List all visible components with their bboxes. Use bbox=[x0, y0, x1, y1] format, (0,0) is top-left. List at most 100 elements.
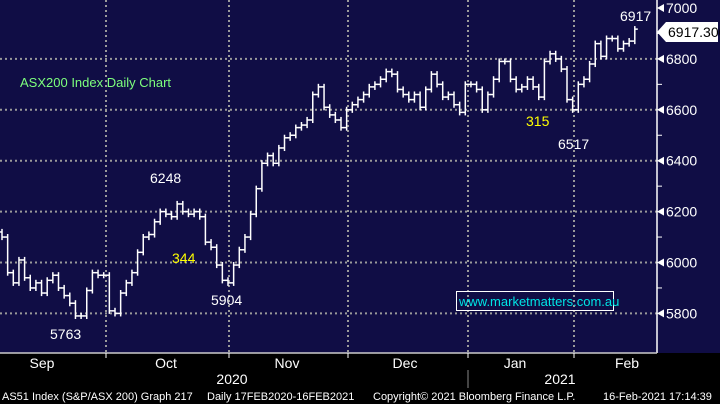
last-price-label: 6917.300 bbox=[668, 24, 720, 40]
y-tick-label: 6000 bbox=[666, 255, 697, 271]
price-bar bbox=[264, 152, 271, 167]
price-bar bbox=[479, 86, 486, 113]
price-bar bbox=[117, 289, 124, 317]
y-tick bbox=[657, 4, 664, 12]
price-bar bbox=[354, 96, 361, 108]
y-tick-label: 6200 bbox=[666, 204, 697, 220]
chart-title: ASX200 Index Daily Chart bbox=[20, 75, 171, 90]
price-bar bbox=[417, 91, 424, 111]
watermark-text: www.marketmatters.com.au bbox=[458, 294, 619, 309]
price-bar bbox=[44, 277, 51, 297]
price-bar bbox=[55, 272, 62, 292]
price-bar bbox=[134, 249, 141, 276]
price-bar bbox=[434, 71, 441, 88]
y-tick bbox=[657, 207, 664, 216]
price-bar bbox=[10, 269, 17, 286]
price-bar bbox=[371, 81, 378, 90]
price-bar bbox=[400, 86, 407, 98]
year-label-2020: 2020 bbox=[216, 371, 247, 387]
price-bar bbox=[428, 71, 435, 93]
price-bar bbox=[535, 83, 542, 101]
price-bar bbox=[462, 81, 469, 116]
grid bbox=[0, 0, 657, 353]
price-bar bbox=[326, 104, 333, 118]
price-bar bbox=[202, 213, 209, 246]
price-bar bbox=[467, 81, 474, 88]
price-bar bbox=[253, 185, 260, 218]
price-bar bbox=[564, 66, 570, 103]
price-bar bbox=[72, 300, 79, 319]
footer-timestamp: 16-Feb-2021 17:14:39 bbox=[603, 391, 712, 403]
x-month-label-nov: Nov bbox=[275, 355, 300, 371]
x-month-label-dec: Dec bbox=[393, 355, 418, 371]
price-bar bbox=[236, 246, 243, 269]
price-bar bbox=[343, 106, 350, 131]
price-bar bbox=[592, 40, 599, 68]
y-axis: 5800 6000 6200 6400 6600 6800 7000 bbox=[657, 0, 697, 321]
price-bar bbox=[27, 274, 34, 292]
price-bar bbox=[332, 111, 339, 124]
price-bar bbox=[552, 50, 559, 62]
price-bar bbox=[168, 211, 175, 220]
price-bar bbox=[445, 91, 452, 101]
price-bar bbox=[304, 116, 311, 129]
price-bar bbox=[530, 76, 537, 90]
price-bar bbox=[292, 124, 299, 139]
y-tick-label: 7000 bbox=[666, 0, 697, 16]
price-bar bbox=[287, 132, 294, 141]
price-bar bbox=[123, 279, 130, 297]
price-bar bbox=[66, 292, 73, 307]
price-bar bbox=[490, 76, 497, 98]
price-bar bbox=[196, 208, 203, 220]
price-bar bbox=[128, 269, 135, 286]
y-tick bbox=[657, 258, 664, 267]
price-bar bbox=[631, 26, 638, 45]
price-bar bbox=[298, 122, 305, 131]
price-bar bbox=[473, 81, 480, 93]
price-bar bbox=[4, 233, 11, 276]
x-month-label-jan: Jan bbox=[504, 355, 527, 371]
price-bar bbox=[270, 152, 277, 167]
price-bar bbox=[162, 208, 169, 218]
price-bar bbox=[157, 208, 164, 225]
year-label-2021: 2021 bbox=[544, 371, 575, 387]
price-bar bbox=[208, 239, 215, 251]
price-bar bbox=[541, 58, 548, 101]
price-bar bbox=[439, 81, 446, 101]
y-tick bbox=[657, 156, 664, 165]
price-bar bbox=[258, 160, 265, 192]
price-bar bbox=[338, 116, 344, 131]
price-bar bbox=[383, 68, 390, 83]
last-price-tag: 6917.300 bbox=[657, 22, 720, 42]
price-bar bbox=[49, 272, 56, 284]
price-bar bbox=[575, 81, 582, 113]
price-bar bbox=[496, 58, 503, 83]
price-bar bbox=[484, 91, 491, 113]
price-bar bbox=[569, 96, 576, 113]
price-bar bbox=[411, 91, 418, 103]
y-tick-label: 6800 bbox=[666, 51, 697, 67]
x-axis: Sep Oct Nov Dec Jan Feb bbox=[30, 353, 639, 371]
price-bar bbox=[451, 91, 457, 108]
watermark-box: www.marketmatters.com.au bbox=[456, 291, 619, 311]
price-bar bbox=[281, 134, 288, 152]
annotation-6248: 6248 bbox=[150, 170, 181, 186]
price-bar bbox=[422, 86, 429, 111]
price-bar bbox=[456, 101, 463, 116]
price-bar bbox=[78, 312, 85, 319]
y-tick bbox=[657, 309, 664, 318]
price-bar bbox=[61, 284, 68, 299]
price-bar bbox=[89, 269, 96, 294]
price-bar bbox=[580, 76, 587, 88]
price-bar bbox=[547, 50, 554, 65]
price-bar bbox=[247, 211, 254, 241]
price-bar bbox=[524, 76, 531, 90]
annotation-344: 344 bbox=[172, 250, 196, 266]
y-tick-label: 5800 bbox=[666, 305, 697, 321]
price-bar bbox=[394, 71, 401, 93]
price-bar bbox=[377, 76, 384, 88]
annotation-6917: 6917 bbox=[620, 8, 651, 24]
y-tick bbox=[657, 105, 664, 114]
price-bar bbox=[219, 261, 226, 284]
